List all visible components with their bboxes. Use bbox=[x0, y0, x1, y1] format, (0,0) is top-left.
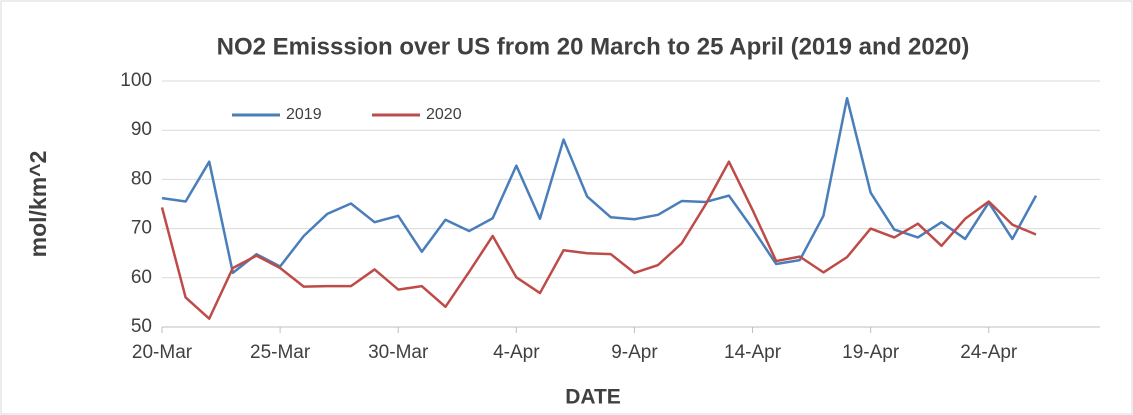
x-tick-label: 20-Mar bbox=[132, 342, 193, 363]
y-tick-label: 100 bbox=[120, 70, 152, 91]
y-axis-title: mol/km^2 bbox=[25, 151, 51, 258]
x-axis-title: DATE bbox=[565, 386, 621, 409]
x-tick-label: 30-Mar bbox=[368, 342, 429, 363]
y-tick-label: 80 bbox=[131, 168, 152, 189]
y-tick-label: 70 bbox=[131, 218, 152, 239]
series-line bbox=[161, 96, 1038, 275]
legend-label: 2019 bbox=[286, 106, 322, 123]
y-tick-label: 60 bbox=[131, 267, 152, 288]
x-tick-label: 14-Apr bbox=[724, 342, 782, 363]
x-tick-label: 24-Apr bbox=[960, 342, 1018, 363]
x-tick-label: 9-Apr bbox=[611, 342, 658, 363]
series-line bbox=[160, 160, 1037, 320]
y-tick-label: 90 bbox=[131, 119, 152, 140]
y-tick-label: 50 bbox=[131, 316, 152, 337]
x-tick-label: 4-Apr bbox=[493, 342, 540, 363]
legend-label: 2020 bbox=[426, 106, 462, 123]
x-tick-label: 25-Mar bbox=[250, 342, 311, 363]
x-tick-label: 19-Apr bbox=[842, 342, 900, 363]
chart-title: NO2 Emisssion over US from 20 March to 2… bbox=[217, 33, 970, 60]
